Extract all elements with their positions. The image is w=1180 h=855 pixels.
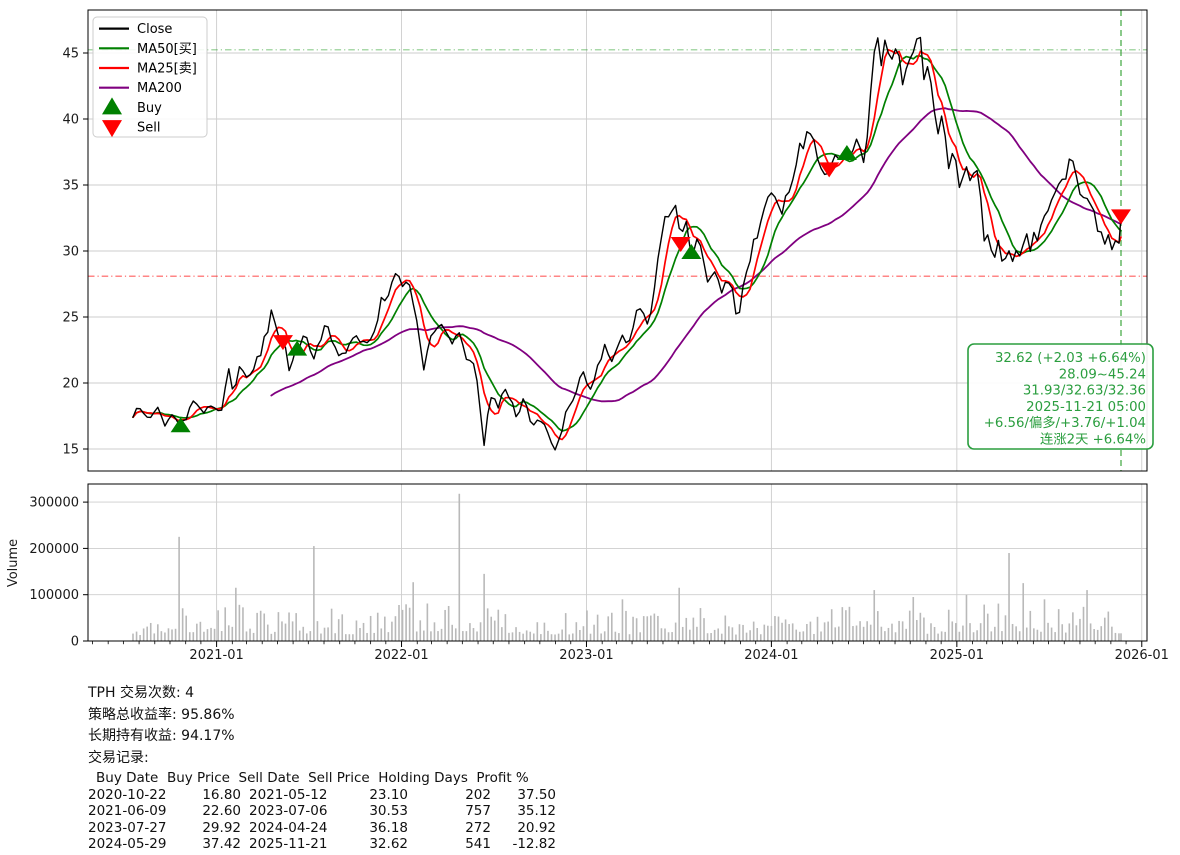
trade-records-label: 交易记录: <box>88 749 149 766</box>
trade-cell: -12.82 <box>512 836 556 852</box>
column-gap <box>241 836 249 852</box>
xtick-label: 2026-01 <box>1115 648 1169 663</box>
trade-cell: 36.18 <box>369 819 408 836</box>
legend-label: Close <box>137 22 172 37</box>
trade-cell: 20.92 <box>517 819 556 836</box>
trade-cell: 37.42 <box>202 836 241 852</box>
trade-cell: 272 <box>465 819 491 836</box>
price-volume-chart: 15 20 25 30 35 40 45 0 100000 200000 300000 2021-01… <box>6 9 1169 663</box>
ma200-line <box>270 107 1122 403</box>
annotation-line: 2025-11-21 05:00 <box>1026 400 1146 415</box>
volume-ytick-label: 0 <box>71 635 79 650</box>
volume-panel-border <box>87 483 1148 642</box>
strategy-stats: TPH 交易次数: 4 策略总收益率: 95.86% 长期持有收益: 94.17… <box>88 683 556 852</box>
price-panel-border <box>87 9 1148 472</box>
volume-bars <box>132 493 1122 641</box>
legend-label: Buy <box>137 101 162 116</box>
trade-cell: 2020-10-22 <box>88 786 167 803</box>
buy-marker <box>681 244 702 260</box>
xtick-label: 2024-01 <box>744 648 798 663</box>
sell-marker <box>272 335 293 351</box>
volume-ytick-label: 200000 <box>29 542 79 557</box>
volume-ytick-label: 100000 <box>29 588 79 603</box>
annotation-line: 32.62 (+2.03 +6.64%) <box>995 351 1146 366</box>
xtick-label: 2021-01 <box>189 648 243 663</box>
trade-markers <box>170 145 1131 433</box>
annotation-line: 28.09~45.24 <box>1059 367 1146 382</box>
trade-cell: 2024-05-29 <box>88 836 167 852</box>
legend-label: Sell <box>137 121 160 136</box>
price-ytick-label: 35 <box>62 179 79 194</box>
xtick-label: 2022-01 <box>374 648 428 663</box>
xtick-label: 2023-01 <box>559 648 613 663</box>
trade-cell: 2021-06-09 <box>88 803 167 820</box>
annotation-line: +6.56/偏多/+3.76/+1.04 <box>984 414 1146 431</box>
trade-cell: 29.92 <box>202 819 241 836</box>
trade-cell: 37.50 <box>517 786 556 803</box>
legend: Close MA50[买] MA25[卖] MA200 Buy Sell <box>92 16 208 138</box>
price-ytick-label: 25 <box>62 311 79 326</box>
legend-label: MA50[买] <box>137 42 197 57</box>
trade-cell: 2024-04-24 <box>249 819 328 836</box>
hold-return-text: 长期持有收益: 94.17% <box>88 728 235 745</box>
annotation-line: 31.93/32.63/32.36 <box>1023 384 1146 399</box>
legend-box <box>92 16 208 138</box>
trade-cell: 2023-07-06 <box>249 803 328 820</box>
trade-cell: 23.10 <box>369 786 408 803</box>
annotation-box <box>967 343 1154 450</box>
trade-cell: 32.62 <box>369 836 408 852</box>
legend-label: MA200 <box>137 81 182 96</box>
xtick-label: 2025-01 <box>930 648 984 663</box>
trade-cell: 202 <box>465 786 491 803</box>
sell-marker <box>819 162 840 178</box>
trades-table-header: Buy Date Buy Price Sell Date Sell Price … <box>96 770 529 787</box>
sell-legend-icon <box>102 120 122 138</box>
buy-legend-icon <box>102 97 122 115</box>
trade-cell: 2023-07-27 <box>88 819 167 836</box>
trade-cell: 30.53 <box>369 803 408 820</box>
buy-marker <box>836 145 857 161</box>
quote-annotation: 32.62 (+2.03 +6.64%)28.09~45.24 31.93/32.… <box>967 343 1154 450</box>
price-ytick-label: 30 <box>62 245 79 260</box>
column-gap <box>241 803 249 819</box>
trade-cell: 35.12 <box>517 803 556 820</box>
volume-ytick-label: 300000 <box>29 496 79 511</box>
trade-record-row: 2023-07-27 29.92 2024-04-24 36.18 272 20.92 <box>88 820 556 836</box>
axis-ticks <box>83 52 1143 647</box>
trades-table: Buy Date Buy Price Sell Date Sell Price … <box>88 770 556 852</box>
buy-marker <box>170 417 191 433</box>
legend-label: MA25[卖] <box>137 62 197 77</box>
trade-record-row: 2020-10-22 16.80 2021-05-12 23.10 202 37.50 <box>88 787 556 803</box>
trade-record-row: 2024-05-29 37.42 2025-11-21 32.62 541 -12.82 <box>88 836 556 852</box>
strategy-return-text: 策略总收益率: 95.86% <box>88 706 235 723</box>
trade-cell: 22.60 <box>202 803 241 820</box>
trade-cell: 16.80 <box>202 786 241 803</box>
buy-marker <box>287 340 308 356</box>
price-ytick-label: 40 <box>62 113 79 128</box>
volume-axis-title: Volume <box>6 539 21 587</box>
grid-lines <box>88 10 1147 641</box>
trade-cell: 2021-05-12 <box>249 786 328 803</box>
column-gap <box>241 787 249 803</box>
price-ytick-label: 45 <box>62 47 79 62</box>
sell-marker <box>1111 209 1131 225</box>
trade-cell: 2025-11-21 <box>249 836 328 852</box>
sell-marker <box>670 237 691 253</box>
trade-record-row: 2021-06-09 22.60 2023-07-06 30.53 757 35.12 <box>88 803 556 819</box>
trade-cell: 541 <box>465 836 491 852</box>
ma50-line <box>132 55 1122 432</box>
column-gap <box>241 820 249 836</box>
trade-cell: 757 <box>465 803 491 820</box>
trade-count-text: TPH 交易次数: 4 <box>88 685 195 701</box>
price-ytick-label: 15 <box>62 443 79 458</box>
price-ytick-label: 20 <box>62 377 79 392</box>
annotation-line: 连涨2天 +6.64% <box>1040 432 1146 448</box>
